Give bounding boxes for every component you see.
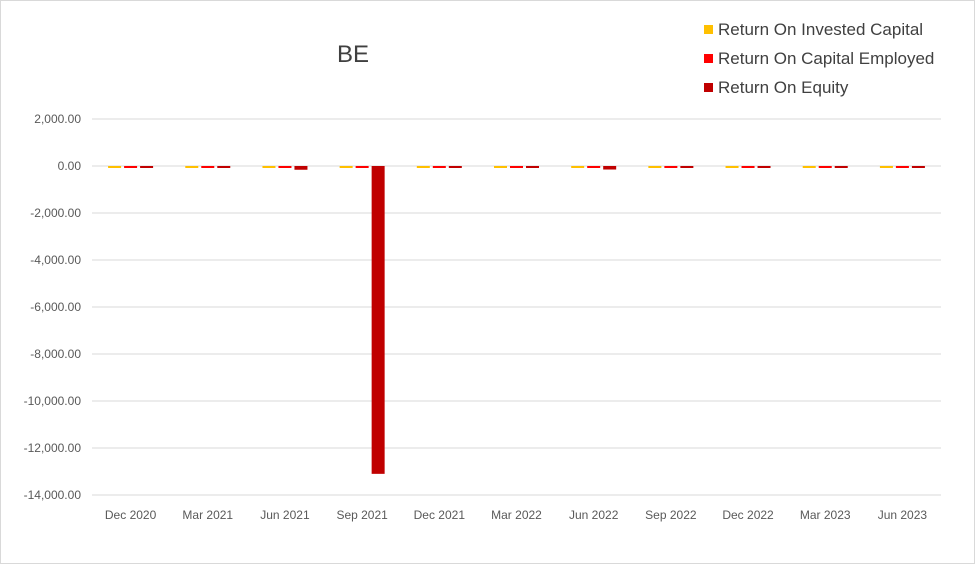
- bar: [371, 166, 385, 474]
- bar: [603, 166, 617, 170]
- bar: [834, 166, 848, 168]
- bar: [680, 166, 694, 168]
- bar: [339, 166, 353, 168]
- x-axis-ticks: Dec 2020 Mar 2021 Jun 2021 Sep 2021 Dec 2021…: [105, 508, 928, 522]
- bar: [416, 166, 430, 168]
- bar: [262, 166, 276, 168]
- y-tick-label: -8,000.00: [30, 347, 81, 361]
- bar: [185, 166, 199, 168]
- bar: [725, 166, 739, 168]
- bar: [278, 166, 292, 168]
- bar: [124, 166, 138, 168]
- bar: [571, 166, 585, 168]
- bar: [510, 166, 523, 168]
- x-tick-label: Jun 2022: [569, 508, 619, 522]
- bar: [895, 166, 909, 168]
- bar: [294, 166, 308, 170]
- bar: [217, 166, 231, 168]
- bar: [108, 166, 122, 168]
- y-tick-label: -4,000.00: [30, 253, 81, 267]
- x-tick-label: Mar 2021: [182, 508, 233, 522]
- legend-swatch: [704, 25, 713, 34]
- bar: [879, 166, 893, 168]
- bar: [526, 166, 539, 168]
- bars: [108, 166, 925, 474]
- bar: [587, 166, 601, 168]
- legend-label: Return On Invested Capital: [718, 20, 924, 39]
- bar: [355, 166, 369, 168]
- gridlines: [92, 118, 941, 496]
- legend-label: Return On Capital Employed: [718, 49, 935, 68]
- y-axis-ticks: 2,000.00 0.00 -2,000.00 -4,000.00 -6,000.00 -…: [24, 112, 82, 502]
- legend-label: Return On Equity: [718, 78, 849, 97]
- bar: [741, 166, 755, 168]
- bar: [911, 166, 925, 168]
- y-tick-label: -12,000.00: [24, 441, 82, 455]
- legend-swatch: [704, 54, 713, 63]
- bar: [757, 166, 771, 168]
- x-tick-label: Dec 2021: [414, 508, 466, 522]
- x-tick-label: Mar 2022: [491, 508, 542, 522]
- x-tick-label: Dec 2020: [105, 508, 157, 522]
- x-tick-label: Mar 2023: [800, 508, 851, 522]
- chart-title: BE: [337, 41, 370, 68]
- x-tick-label: Sep 2022: [645, 508, 697, 522]
- bar: [802, 166, 816, 168]
- y-tick-label: -6,000.00: [30, 300, 81, 314]
- y-tick-label: -10,000.00: [24, 394, 82, 408]
- bar: [818, 166, 832, 168]
- x-tick-label: Dec 2022: [722, 508, 774, 522]
- y-tick-label: -2,000.00: [30, 206, 81, 220]
- bar: [140, 166, 154, 168]
- y-tick-label: -14,000.00: [24, 488, 82, 502]
- y-tick-label: 2,000.00: [34, 112, 81, 126]
- y-tick-label: 0.00: [58, 159, 82, 173]
- x-tick-label: Jun 2021: [260, 508, 310, 522]
- bar: [648, 166, 662, 168]
- legend-swatch: [704, 83, 713, 92]
- x-tick-label: Jun 2023: [878, 508, 928, 522]
- x-tick-label: Sep 2021: [336, 508, 388, 522]
- bar: [664, 166, 678, 168]
- bar: [432, 166, 446, 168]
- bar: [201, 166, 215, 168]
- bar: [448, 166, 462, 168]
- bar: [494, 166, 507, 168]
